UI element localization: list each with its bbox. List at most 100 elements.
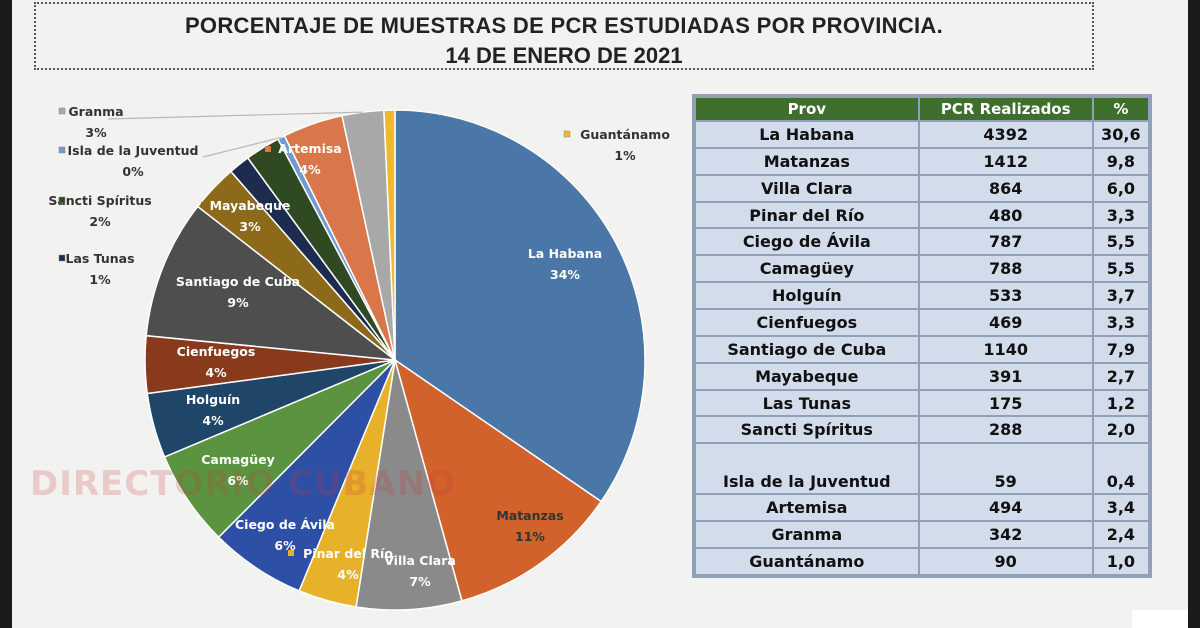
table-cell: Camagüey — [696, 256, 918, 282]
legend-marker — [58, 146, 66, 154]
slice-label: Holguín — [186, 392, 240, 407]
chart-date: 14 DE ENERO DE 2021 — [445, 43, 683, 68]
slice-label: Las Tunas — [65, 251, 134, 266]
table-cell: Santiago de Cuba — [696, 336, 918, 362]
table-row: Ciego de Ávila 787 5,5 — [696, 229, 1148, 255]
table-row: Mayabeque 391 2,7 — [696, 363, 1148, 389]
table-cell: 2,4 — [1093, 522, 1148, 548]
table-cell: Ciego de Ávila — [696, 229, 918, 255]
slice-label: Cienfuegos — [177, 344, 256, 359]
slice-label: Ciego de Ávila — [235, 517, 335, 532]
slice-percent-label: 0% — [122, 164, 144, 179]
slice-label: Sancti Spíritus — [48, 193, 151, 208]
table-cell: 2,7 — [1093, 363, 1148, 389]
slice-percent-label: 2% — [89, 214, 111, 229]
table-cell: 4392 — [919, 122, 1092, 147]
table-cell: 342 — [919, 522, 1092, 548]
table-cell: 494 — [919, 495, 1092, 521]
chart-title-box: PORCENTAJE DE MUESTRAS DE PCR ESTUDIADAS… — [34, 2, 1094, 70]
table-cell: 6,0 — [1093, 175, 1148, 201]
legend-marker — [522, 250, 528, 256]
table-cell: 288 — [919, 417, 1092, 443]
table-cell: Holguín — [696, 283, 918, 309]
table-cell: 30,6 — [1093, 122, 1148, 147]
table-cell: Isla de la Juventud — [696, 444, 918, 494]
table-cell: Las Tunas — [696, 390, 918, 416]
slice-label: Mayabeque — [210, 198, 291, 213]
table-cell: 3,4 — [1093, 495, 1148, 521]
legend-marker — [167, 278, 173, 284]
legend-marker — [58, 107, 66, 115]
slice-percent-label: 3% — [85, 125, 107, 140]
table-cell: 3,3 — [1093, 202, 1148, 228]
table-cell: 480 — [919, 202, 1092, 228]
table-row: Villa Clara 864 6,0 — [696, 175, 1148, 201]
table-header-cell: Prov — [696, 98, 918, 120]
table-row: Pinar del Río 480 3,3 — [696, 202, 1148, 228]
pcr-table: Prov PCR Realizados% La Habana 4392 30,6 Mat… — [694, 96, 1150, 576]
legend-marker — [265, 146, 271, 152]
legend-marker — [58, 254, 66, 262]
table-cell: 469 — [919, 310, 1092, 335]
slice-label: Matanzas — [496, 508, 563, 523]
pie-slice — [355, 359, 463, 611]
slice-percent-label: 4% — [202, 413, 224, 428]
table-cell: 3,7 — [1093, 283, 1148, 309]
slice-percent-label: 4% — [205, 365, 227, 380]
table-cell: 788 — [919, 256, 1092, 282]
slice-label: Santiago de Cuba — [176, 274, 300, 289]
legend-marker — [201, 202, 207, 208]
table-cell: 9,8 — [1093, 148, 1148, 174]
slice-percent-label: 6% — [274, 538, 296, 553]
slice-label: Isla de la Juventud — [68, 143, 199, 158]
slice-percent-label: 9% — [227, 295, 249, 310]
table-header-row: Prov PCR Realizados% — [696, 98, 1148, 120]
slice-label: Artemisa — [278, 141, 341, 156]
table-cell: 175 — [919, 390, 1092, 416]
table-cell: Mayabeque — [696, 363, 918, 389]
slice-label: La Habana — [528, 246, 602, 261]
slice-label: Villa Clara — [384, 553, 456, 568]
table-cell: Pinar del Río — [696, 202, 918, 228]
table-cell: 2,0 — [1093, 417, 1148, 443]
table-cell: 3,3 — [1093, 310, 1148, 335]
table-row: Cienfuegos 469 3,3 — [696, 310, 1148, 335]
table-row: Artemisa 494 3,4 — [696, 495, 1148, 521]
table-cell: 864 — [919, 175, 1092, 201]
table-cell: 1140 — [919, 336, 1092, 362]
table-row: Holguín 533 3,7 — [696, 283, 1148, 309]
slice-percent-label: 6% — [227, 473, 249, 488]
table-cell: 533 — [919, 283, 1092, 309]
legend-marker — [482, 512, 488, 518]
slice-percent-label: 1% — [614, 148, 636, 163]
table-row: Las Tunas 175 1,2 — [696, 390, 1148, 416]
table-row: Matanzas 1412 9,8 — [696, 148, 1148, 174]
slice-label: Pinar del Río — [303, 546, 393, 561]
table-cell: Artemisa — [696, 495, 918, 521]
leader-line — [202, 136, 282, 158]
table-cell: Villa Clara — [696, 175, 918, 201]
table-cell: Guantánamo — [696, 549, 918, 574]
slice-label: Guantánamo — [580, 127, 670, 142]
table-cell: 7,9 — [1093, 336, 1148, 362]
legend-marker — [288, 550, 294, 556]
table-row: Guantánamo 90 1,0 — [696, 549, 1148, 574]
legend-marker — [563, 130, 571, 138]
leader-line — [107, 111, 363, 120]
table-cell: Cienfuegos — [696, 310, 918, 335]
pcr-table-container: Prov PCR Realizados% La Habana 4392 30,6 Mat… — [692, 94, 1152, 578]
slice-percent-label: 11% — [515, 529, 545, 544]
pie-slice — [393, 358, 603, 602]
table-cell: 1,2 — [1093, 390, 1148, 416]
table-cell: 5,5 — [1093, 256, 1148, 282]
pie-slice — [145, 205, 398, 361]
table-cell: Matanzas — [696, 148, 918, 174]
pie-slice — [394, 109, 646, 503]
table-cell: 391 — [919, 363, 1092, 389]
slice-percent-label: 4% — [337, 567, 359, 582]
chart-title: PORCENTAJE DE MUESTRAS DE PCR ESTUDIADAS… — [184, 13, 944, 38]
table-cell: 0,4 — [1093, 444, 1148, 494]
slice-percent-label: 4% — [299, 162, 321, 177]
slice-label: Granma — [68, 104, 123, 119]
